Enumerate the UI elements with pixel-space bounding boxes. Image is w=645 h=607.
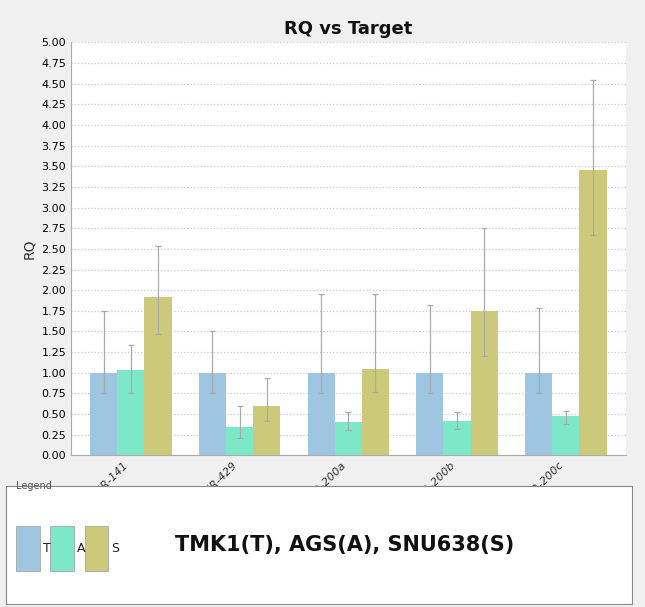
Bar: [471, 311, 498, 455]
Y-axis label: RQ: RQ: [22, 239, 35, 259]
Bar: [226, 427, 253, 455]
Bar: [362, 368, 389, 455]
Text: S: S: [112, 542, 119, 555]
Title: RQ vs Target: RQ vs Target: [284, 20, 413, 38]
Bar: [308, 373, 335, 455]
X-axis label: Target: Target: [326, 511, 370, 525]
FancyBboxPatch shape: [50, 526, 74, 571]
Bar: [117, 370, 144, 455]
Bar: [444, 421, 471, 455]
Bar: [335, 422, 362, 455]
Bar: [253, 405, 281, 455]
Bar: [416, 373, 444, 455]
Bar: [525, 373, 552, 455]
Bar: [552, 416, 579, 455]
FancyBboxPatch shape: [84, 526, 108, 571]
Text: A: A: [77, 542, 86, 555]
FancyBboxPatch shape: [16, 526, 39, 571]
Bar: [199, 373, 226, 455]
Text: T: T: [43, 542, 50, 555]
Text: TMK1(T), AGS(A), SNU638(S): TMK1(T), AGS(A), SNU638(S): [175, 535, 515, 555]
Bar: [90, 373, 117, 455]
Text: Legend: Legend: [16, 481, 52, 490]
Bar: [144, 297, 172, 455]
Bar: [579, 171, 606, 455]
